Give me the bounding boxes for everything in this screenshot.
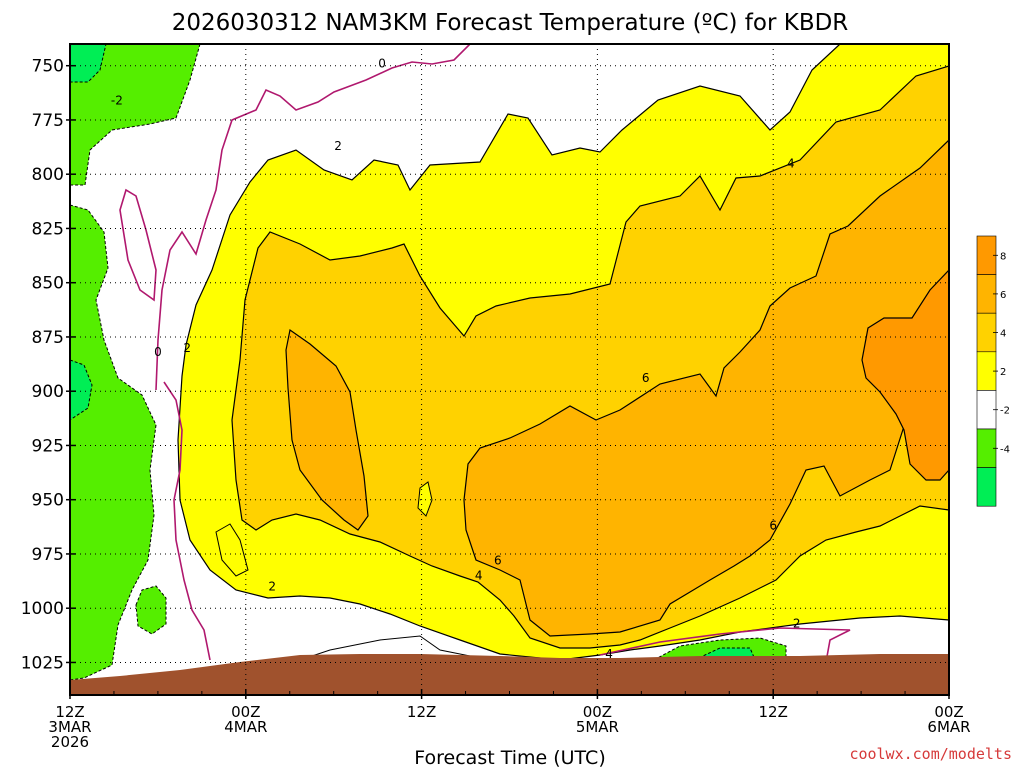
colorbar-band	[976, 467, 997, 507]
y-tick-label: 775	[32, 111, 64, 131]
colorbar-label: 2	[1000, 367, 1006, 378]
y-tick-label: 975	[32, 545, 64, 565]
region-below-minus2-patch	[135, 585, 167, 635]
colorbar-legend: 8 6 4 2 -2 -4	[976, 235, 1010, 507]
contour-label: 6	[642, 371, 650, 385]
y-tick-label: 1000	[21, 599, 64, 619]
contour-label: 0	[154, 345, 162, 359]
region-below-minus4-left	[70, 359, 93, 421]
isotherm-0-surface	[599, 627, 851, 663]
isotherm-0-lower	[163, 381, 211, 661]
contour-label: 4	[787, 156, 795, 170]
credit-link[interactable]: coolwx.com/modelts	[849, 745, 1012, 763]
colorbar-label: 8	[1000, 251, 1006, 262]
contour-label: 2	[268, 580, 276, 594]
y-tick-label: 800	[32, 165, 64, 185]
contour-label: 4	[605, 647, 613, 661]
y-tick-label: 750	[32, 57, 64, 77]
x-tick-label: 00Z	[583, 703, 612, 721]
contour-label: 4	[475, 569, 483, 583]
x-tick-label: 3MAR	[48, 718, 91, 736]
y-tick-label: 925	[32, 436, 64, 456]
x-tick-label: 5MAR	[576, 718, 619, 736]
colorbar-label: 6	[1000, 290, 1006, 301]
x-tick-label: 4MAR	[224, 718, 267, 736]
contour-label: -2	[111, 93, 123, 107]
y-tick-label: 875	[32, 328, 64, 348]
region-below-minus2-upper-left	[70, 44, 201, 186]
chart-title: 2026030312 NAM3KM Forecast Temperature (…	[172, 10, 849, 36]
region-2-to-4-pocket-small	[417, 481, 433, 517]
region-below-minus2-left	[70, 204, 157, 681]
y-tick-label: 950	[32, 491, 64, 511]
x-tick-label: 6MAR	[927, 718, 970, 736]
contour-label: 2	[183, 341, 191, 355]
ground-surface	[70, 654, 949, 695]
region-2-to-4-pocket	[215, 523, 249, 577]
x-axis-label: Forecast Time (UTC)	[414, 747, 605, 768]
region-8-to-10	[861, 269, 949, 481]
y-tick-label: 825	[32, 219, 64, 239]
x-tick-label: 12Z	[759, 703, 788, 721]
plot-area	[70, 44, 949, 695]
y-tick-label: 850	[32, 274, 64, 294]
colorbar-label: 4	[1000, 329, 1006, 340]
isotherm-0-loop	[119, 188, 157, 302]
contour-label: 2	[793, 616, 801, 630]
isotherm-0-upper	[155, 44, 471, 391]
colorbar-label: -2	[1000, 406, 1010, 417]
colorbar-label: -4	[1000, 444, 1010, 455]
x-tick-label: 00Z	[231, 703, 260, 721]
x-tick-label: 00Z	[934, 703, 963, 721]
y-tick-label: 900	[32, 382, 64, 402]
x-tick-label: 2026	[51, 733, 89, 751]
contour-label: 2	[334, 139, 342, 153]
region-below-minus4-corner	[70, 44, 107, 83]
contour-label: 6	[494, 553, 502, 567]
grid	[70, 44, 949, 695]
x-tick-label: 12Z	[55, 703, 84, 721]
y-axis: 750 775 800 825 850 875 900 925 950 975 1000 1025	[21, 57, 76, 673]
x-tick-label: 12Z	[407, 703, 436, 721]
y-tick-label: 1025	[21, 653, 64, 673]
contour-label: 0	[378, 57, 386, 71]
region-6-to-8-left	[285, 328, 369, 531]
contour-label: 6	[769, 519, 777, 533]
